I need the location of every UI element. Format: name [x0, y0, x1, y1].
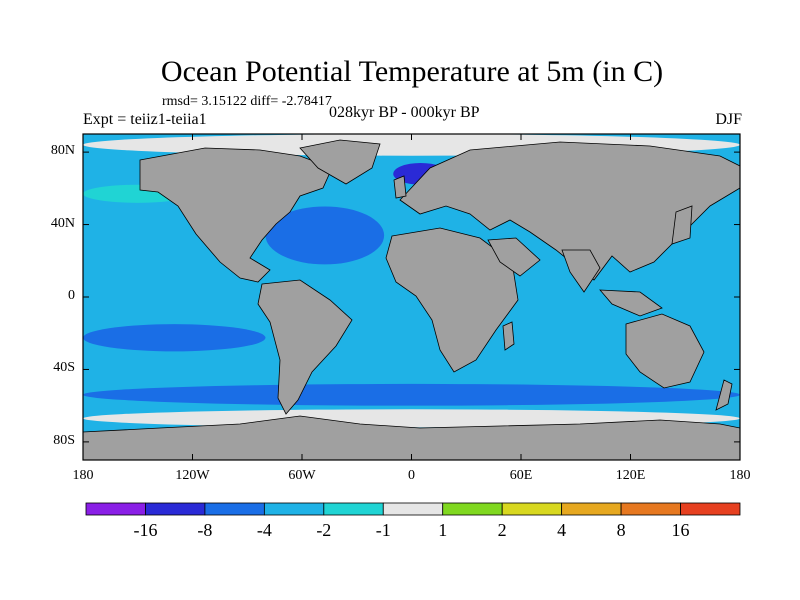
anomaly-layer: [83, 134, 740, 428]
lat-tick-label: 40N: [50, 215, 75, 231]
period-label: 028kyr BP - 000kyr BP: [329, 104, 480, 121]
lon-tick-label: 0: [408, 468, 415, 483]
maritime-continent: [599, 289, 663, 317]
africa: [385, 227, 519, 373]
colorbar-label: -16: [133, 520, 158, 540]
australia: [625, 313, 705, 389]
colorbar-label: 1: [438, 520, 448, 540]
axis-ticks: [82, 134, 741, 460]
lon-tick-label: 60E: [509, 468, 533, 483]
india: [561, 249, 601, 293]
lat-tick-label: 80N: [50, 143, 75, 159]
colorbar-label: 8: [616, 520, 626, 540]
lat-tick-label: 80S: [53, 432, 75, 448]
eurasia: [399, 141, 740, 281]
lon-tick-label: 180: [72, 468, 94, 483]
colorbar-swatch: [204, 502, 265, 516]
colorbar-swatch: [382, 502, 444, 516]
lon-tick-label: 180: [729, 468, 751, 483]
antarctica: [83, 415, 740, 460]
lat-tick-label: 40S: [53, 360, 75, 376]
british-isles: [393, 175, 407, 199]
north-america: [139, 147, 333, 283]
lon-tick-label: 120W: [175, 468, 210, 483]
colorbar-swatch: [501, 502, 563, 516]
anomaly-southern-ocean-ring: [83, 383, 740, 406]
colorbar: [85, 502, 741, 516]
colorbar-label: 2: [497, 520, 507, 540]
land-layer: [83, 139, 740, 460]
greenland: [299, 139, 381, 185]
map-title: Ocean Potential Temperature at 5m (in C): [160, 55, 664, 88]
arabia: [487, 237, 541, 277]
anomaly-east-pacific-band: [83, 324, 266, 352]
new-zealand: [715, 379, 733, 411]
colorbar-swatch: [442, 502, 503, 516]
anomaly-subtropical-atlantic-cold: [265, 206, 385, 265]
colorbar-swatch: [145, 502, 206, 516]
colorbar-swatch: [263, 502, 325, 516]
colorbar-swatch: [85, 502, 146, 516]
lon-tick-label: 60W: [288, 468, 316, 483]
colorbar-label: -2: [316, 520, 332, 540]
colorbar-label: -1: [375, 520, 391, 540]
colorbar-label: 16: [671, 520, 690, 540]
colorbar-swatch: [620, 502, 681, 516]
south-america: [257, 279, 353, 415]
experiment-label: Expt = teiiz1-teiia1: [83, 111, 207, 128]
japan: [671, 205, 693, 245]
colorbar-swatch: [561, 502, 622, 516]
colorbar-label: -8: [197, 520, 213, 540]
stats-line: rmsd= 3.15122 diff= -2.78417: [162, 94, 332, 109]
madagascar: [502, 321, 515, 351]
colorbar-label: -4: [256, 520, 272, 540]
colorbar-label: 4: [557, 520, 567, 540]
colorbar-swatch: [680, 502, 741, 516]
lon-tick-label: 120E: [615, 468, 646, 483]
lat-tick-label: 0: [68, 288, 75, 303]
colorbar-swatch: [323, 502, 384, 516]
season-label: DJF: [715, 111, 742, 128]
